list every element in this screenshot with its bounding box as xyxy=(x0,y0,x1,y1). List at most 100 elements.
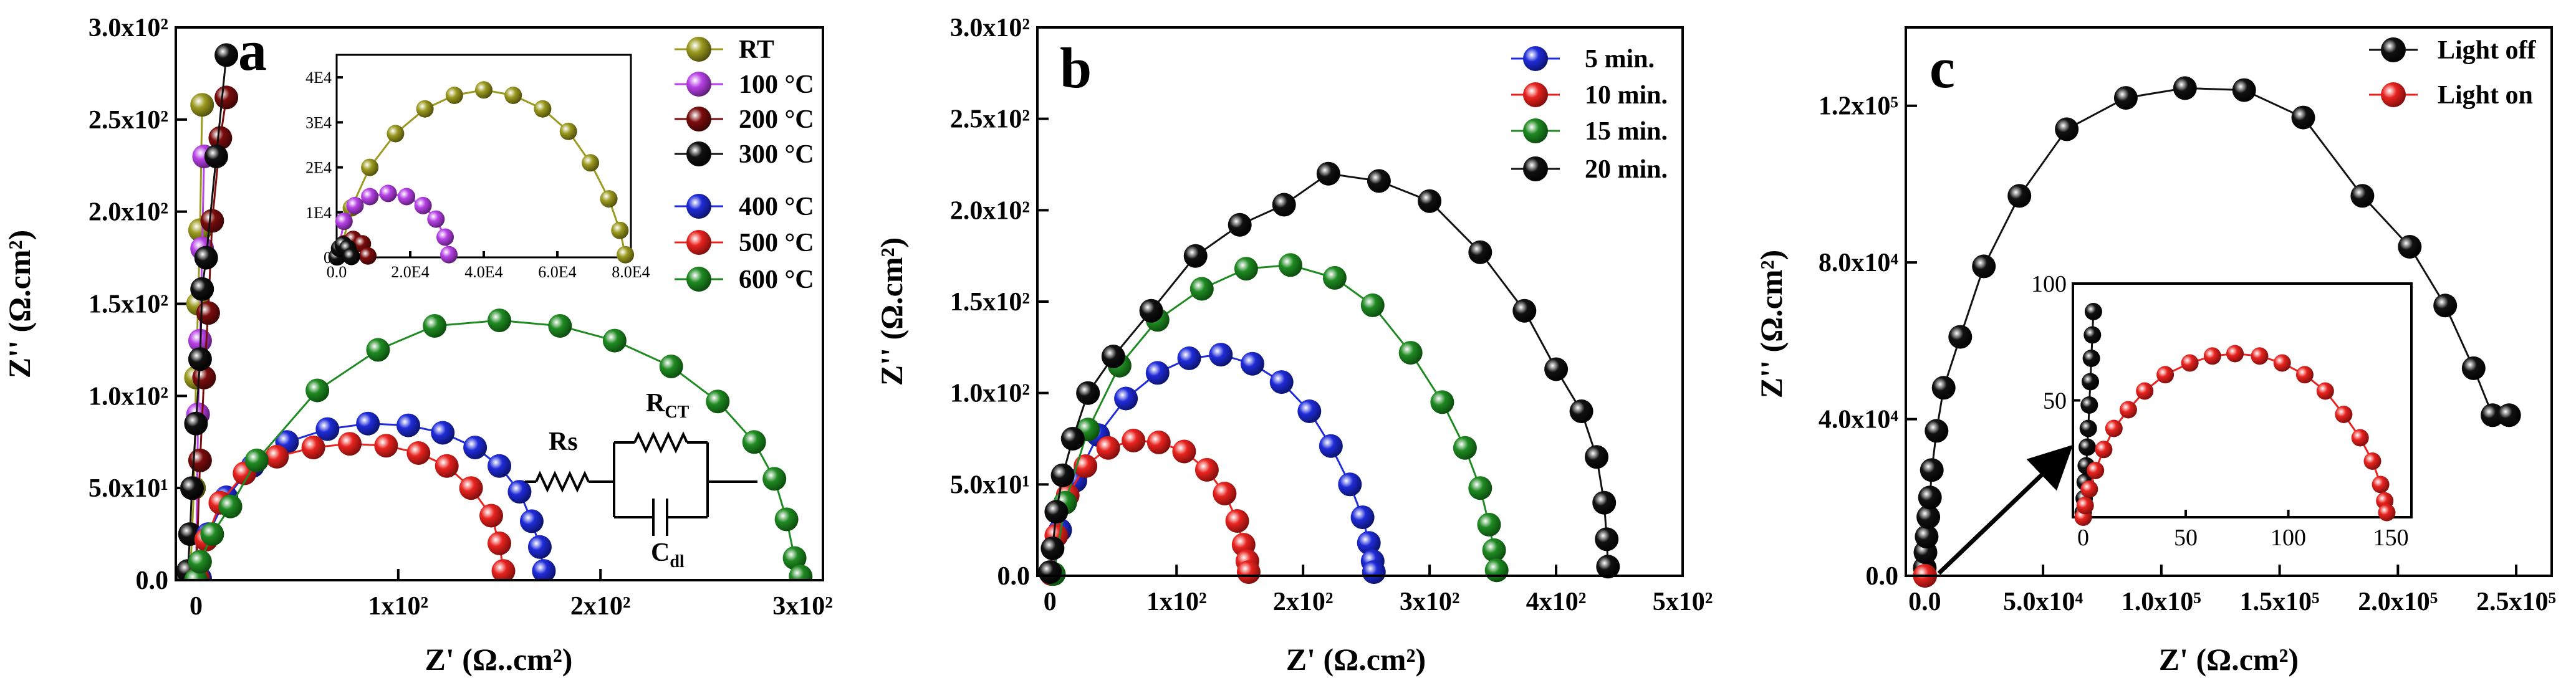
panel-c-inset-x-tick-label-2: 100 xyxy=(2271,525,2306,551)
panel-a: a 0 1x10² 2x10² 3x10² 0.0 5.0x10¹ 1.0x10² 1.5x1… xyxy=(2,14,833,677)
panel-a-series-200-c-point-6 xyxy=(214,85,239,110)
panel-b-series-5-min-point-5 xyxy=(1145,361,1170,385)
panel-a-inset-series-rt-point-13 xyxy=(617,246,635,264)
panel-b-series-20-min-point-14 xyxy=(1468,240,1492,264)
panel-c-series-light-off-point-7 xyxy=(1931,376,1956,400)
panel-b-series-20-min-point-6 xyxy=(1101,345,1125,368)
panel-b-series-5-min-point-13 xyxy=(1350,505,1375,530)
legend-label-100c: 100 °C xyxy=(739,70,814,99)
panel-c-inset-y-tick-label-1: 100 xyxy=(2031,271,2067,297)
panel-a-series-500-c-point-4 xyxy=(265,444,289,469)
panel-a-inset-series-100-c-point-7 xyxy=(427,210,445,228)
legend-label-10min: 10 min. xyxy=(1585,81,1668,110)
panel-a-series-400-c-point-12 xyxy=(519,509,544,533)
panel-b-series-15-min-point-16 xyxy=(1484,558,1509,583)
panel-a-series-600-c-point-16 xyxy=(782,546,807,570)
panel-a-ticks: 0 1x10² 2x10² 3x10² 0.0 5.0x10¹ 1.0x10² 1.5x10²… xyxy=(89,14,833,621)
panel-c-inset-series-light-off-point-6 xyxy=(2080,396,2098,414)
panel-a-plot-frame xyxy=(175,26,824,581)
panel-b-series-5-min-point-10 xyxy=(1297,399,1322,423)
panel-b-series-20-min-point-19 xyxy=(1592,490,1617,515)
panel-a-series-600-c-point-8 xyxy=(488,308,511,333)
panel-b-series-20-min-point-15 xyxy=(1512,298,1537,323)
panel-b-series-20-min-point-10 xyxy=(1272,193,1296,217)
panel-b-series-5-min-point-4 xyxy=(1114,386,1138,411)
panel-a-series-500-c-point-10 xyxy=(459,476,483,500)
panel-a-series-500-c-point-9 xyxy=(435,454,459,478)
legend-label-500c: 500 °C xyxy=(739,229,814,257)
panel-c-series-light-off-point-19 xyxy=(2461,356,2486,380)
panel-a-series-600-c-point-6 xyxy=(366,338,390,362)
legend-label-20min: 20 min. xyxy=(1585,155,1668,184)
panel-a-series-500-c-point-5 xyxy=(301,436,325,460)
panel-a-inset-x-tick-label-2: 4.0E4 xyxy=(464,263,502,281)
panel-a-series-200-c-point-1 xyxy=(188,448,212,472)
panel-a-inset-series-100-c-point-8 xyxy=(436,228,454,246)
panel-a-y-tick-label-4: 2.0x10² xyxy=(89,198,168,227)
panel-a-inset-series-100-c-point-2 xyxy=(346,196,364,214)
panel-a-series-600-c-point-1 xyxy=(188,550,212,574)
panel-c-x-tick-label-5: 2.5x10⁵ xyxy=(2476,588,2556,616)
panel-b-y-tick-label-6: 3.0x10² xyxy=(950,14,1030,42)
panel-a-inset-series-rt-point-8 xyxy=(534,100,552,118)
panel-a-series-600-c-point-4 xyxy=(244,448,269,472)
panel-a-inset-series-rt-point-11 xyxy=(600,190,618,208)
panel-c-inset-series-light-on-line xyxy=(2082,352,2388,518)
panel-a-series-300-c-point-9 xyxy=(214,43,239,67)
panel-a-inset-series-100-c-point-9 xyxy=(440,246,458,264)
panel-b-x-tick-label-0: 0 xyxy=(1044,588,1057,616)
panel-a-inset-y-tick-label-1: 1E4 xyxy=(305,204,332,222)
legend-item-10min: 10 min. xyxy=(1511,81,1668,110)
panel-b-series-20-min-point-7 xyxy=(1139,298,1163,323)
panel-c-inset-x-tick-label-1: 50 xyxy=(2174,525,2198,551)
panel-b-series-10-min-point-7 xyxy=(1172,439,1196,464)
panel-letter-c: c xyxy=(1930,36,1955,100)
legend-label-light-on: Light on xyxy=(2438,81,2533,110)
panel-b-series-15-min-point-6 xyxy=(1234,257,1258,281)
circuit-label-rct: RCT xyxy=(646,389,690,422)
panel-b-series-20-min-point-9 xyxy=(1228,212,1252,237)
panel-a-inset-series-100-c-point-3 xyxy=(361,188,379,206)
panel-b-y-tick-label-1: 5.0x10¹ xyxy=(950,470,1030,499)
resistor-rs xyxy=(535,470,590,493)
circuit-label-cdl: Cdl xyxy=(651,538,685,571)
panel-a-series-600-c-point-2 xyxy=(200,522,224,547)
panel-a-series-600-c-point-9 xyxy=(548,314,572,338)
panel-a-inset-series-200-c-point-4 xyxy=(359,247,377,265)
panel-a-series-400-c-point-11 xyxy=(507,480,532,504)
panel-c-series-light-off-point-18 xyxy=(2433,294,2458,318)
panel-b-y-tick-label-3: 1.5x10² xyxy=(950,288,1030,317)
panel-a-series-rt-point-5 xyxy=(190,93,214,117)
panel-c-inset-series-light-on-point-2 xyxy=(2080,480,2098,498)
panel-b-series-20-min-point-11 xyxy=(1316,161,1340,186)
panel-a-series-300-c-point-7 xyxy=(194,246,218,270)
panel-c-series-light-off-point-16 xyxy=(2350,184,2375,208)
panel-c-inset-series-light-on-point-14 xyxy=(2295,366,2314,384)
panel-a-y-tick-label-6: 3.0x10² xyxy=(89,14,168,42)
panel-c-inset-y-tick-label-0: 50 xyxy=(2043,388,2067,414)
panel-a-series-400-c-line xyxy=(199,423,545,579)
panel-a-series-300-c-point-3 xyxy=(180,476,204,500)
panel-b-series-15-min-point-9 xyxy=(1360,293,1385,317)
panel-b-series-10-min-point-6 xyxy=(1146,430,1171,454)
panel-a-inset-series-rt-point-5 xyxy=(445,87,463,104)
panel-c-inset-series-light-off-point-4 xyxy=(2079,438,2096,456)
panel-a-inset-x-tick-label-4: 8.0E4 xyxy=(612,263,650,281)
panel-c-inset-series-light-on-point-12 xyxy=(2251,347,2269,365)
panel-c-inset-series-light-on-point-18 xyxy=(2363,452,2381,470)
panel-b-legend: 5 min. 10 min. 15 min. 20 min. xyxy=(1511,45,1668,184)
panel-a-series-500-c-point-8 xyxy=(406,441,431,465)
panel-c-inset-series-light-on-point-10 xyxy=(2203,347,2221,365)
legend-label-200c: 200 °C xyxy=(739,105,814,134)
panel-a-series-300-c-point-6 xyxy=(190,277,214,301)
panel-b-series-15-min-point-12 xyxy=(1453,436,1477,460)
legend-item-300c: 300 °C xyxy=(675,140,814,169)
legend-item-500c: 500 °C xyxy=(675,229,814,257)
panel-a-inset-y-tick-label-2: 2E4 xyxy=(305,159,332,177)
panel-b-series-10-min-point-5 xyxy=(1122,428,1146,452)
panel-a-inset-series-100-c-point-1 xyxy=(335,212,353,231)
panel-a-series-600-c-point-12 xyxy=(706,389,730,414)
panel-a-series-400-c-point-7 xyxy=(396,413,420,437)
panel-a-series-500-c-point-12 xyxy=(488,531,511,555)
legend-item-600c: 600 °C xyxy=(675,265,814,294)
